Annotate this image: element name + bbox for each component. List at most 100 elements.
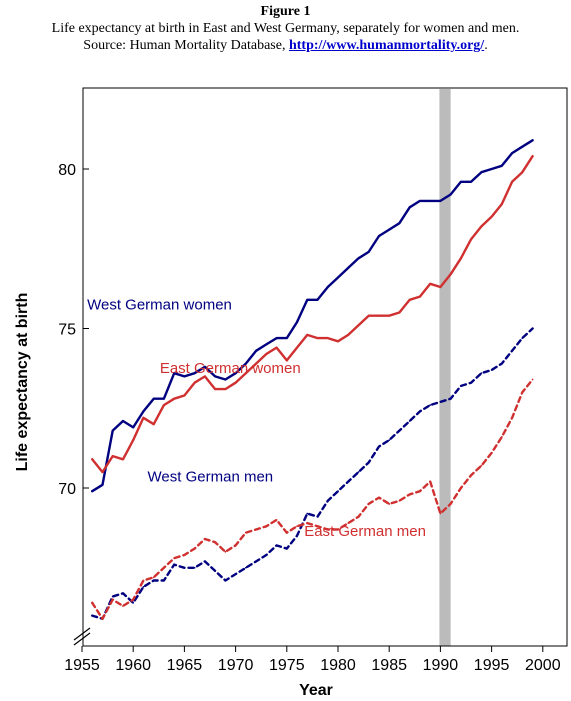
data-point-west-german-men — [193, 566, 196, 569]
x-tick-label: 1975 — [269, 657, 305, 674]
reunification-band — [439, 89, 451, 646]
series-line-west-german-women — [90, 139, 534, 493]
data-point-east-german-men — [183, 554, 186, 556]
data-point-east-german-men — [203, 538, 206, 540]
data-point-west-german-women — [173, 372, 176, 375]
data-point-west-german-women — [101, 483, 104, 486]
data-point-west-german-men — [439, 400, 442, 403]
data-point-east-german-men — [367, 503, 370, 505]
data-point-east-german-men — [511, 416, 513, 419]
data-point-east-german-women — [521, 171, 524, 174]
data-point-east-german-men — [408, 493, 411, 496]
data-point-west-german-women — [470, 180, 473, 183]
data-point-west-german-women — [306, 298, 309, 301]
data-point-west-german-men — [500, 362, 503, 365]
data-point-east-german-women — [111, 455, 114, 457]
data-point-east-german-women — [419, 295, 421, 298]
data-point-west-german-men — [316, 515, 319, 518]
x-tick-label: 1960 — [115, 657, 151, 674]
series-label-east-german-men: East German men — [304, 523, 426, 540]
data-point-east-german-men — [132, 598, 135, 601]
figure-caption: Figure 1 Life expectancy at birth in Eas… — [0, 3, 571, 54]
plot-frame — [82, 87, 568, 647]
data-point-east-german-women — [449, 273, 452, 276]
data-point-east-german-men — [316, 525, 319, 528]
data-point-east-german-men — [419, 490, 421, 493]
data-point-west-german-women — [449, 193, 452, 196]
data-point-west-german-women — [357, 257, 360, 260]
data-point-west-german-women — [142, 410, 145, 413]
data-point-west-german-men — [296, 534, 298, 537]
data-point-west-german-men — [285, 547, 288, 550]
data-point-west-german-men — [367, 461, 370, 464]
data-point-east-german-women — [500, 203, 503, 205]
data-point-west-german-women — [388, 228, 391, 231]
data-point-west-german-women — [480, 171, 483, 174]
data-point-east-german-men — [152, 576, 155, 579]
x-tick-label: 1990 — [423, 657, 459, 674]
data-point-east-german-women — [480, 225, 483, 228]
data-point-east-german-women — [91, 458, 94, 461]
source-link[interactable]: http://www.humanmortality.org/ — [288, 38, 485, 53]
data-point-east-german-women — [275, 346, 278, 349]
data-point-west-german-women — [224, 378, 227, 381]
data-point-east-german-men — [490, 452, 493, 454]
data-point-west-german-women — [111, 429, 114, 432]
data-point-west-german-men — [511, 349, 513, 352]
data-point-east-german-women — [203, 375, 206, 378]
data-point-west-german-men — [378, 445, 380, 448]
data-point-east-german-women — [347, 333, 350, 336]
data-point-east-german-women — [316, 337, 319, 339]
data-point-east-german-men — [388, 503, 391, 505]
data-point-west-german-men — [275, 544, 278, 547]
data-point-east-german-men — [357, 515, 360, 518]
series-line-west-german-men — [90, 327, 534, 620]
data-point-west-german-women — [429, 200, 432, 202]
data-point-west-german-women — [296, 321, 298, 324]
data-point-east-german-men — [347, 522, 350, 524]
figure-description: Life expectancy at birth in East and Wes… — [51, 21, 520, 36]
data-point-west-german-men — [521, 337, 524, 339]
data-point-west-german-men — [408, 420, 411, 422]
axis-break-mark — [73, 632, 91, 646]
data-point-east-german-women — [214, 388, 217, 391]
data-point-west-german-women — [337, 276, 339, 279]
data-point-east-german-men — [521, 391, 524, 394]
data-point-east-german-men — [142, 579, 145, 582]
series-east-german-women — [90, 154, 534, 474]
data-point-east-german-women — [296, 346, 298, 349]
data-point-west-german-women — [152, 397, 155, 400]
data-point-west-german-women — [419, 200, 421, 202]
data-point-east-german-men — [173, 557, 176, 560]
data-point-west-german-men — [234, 573, 237, 576]
data-point-east-german-women — [193, 381, 196, 384]
data-point-east-german-men — [265, 525, 268, 528]
data-point-east-german-men — [111, 598, 114, 601]
data-point-west-german-men — [419, 410, 421, 413]
data-point-east-german-women — [367, 314, 370, 317]
data-point-west-german-women — [193, 372, 196, 375]
data-point-west-german-men — [480, 372, 483, 375]
data-point-west-german-women — [244, 362, 247, 365]
data-point-east-german-women — [490, 215, 493, 218]
data-point-west-german-men — [244, 566, 247, 569]
data-point-west-german-men — [214, 570, 217, 572]
data-point-east-german-men — [429, 480, 432, 483]
data-point-east-german-men — [275, 519, 278, 521]
data-point-west-german-men — [470, 381, 473, 384]
data-point-west-german-men — [429, 404, 432, 406]
data-point-west-german-women — [490, 168, 493, 170]
data-point-west-german-men — [347, 480, 350, 483]
data-point-east-german-men — [398, 499, 401, 502]
data-point-west-german-men — [388, 439, 391, 442]
data-point-west-german-women — [255, 349, 257, 352]
y-tick-label: 70 — [58, 481, 76, 498]
data-point-east-german-women — [142, 416, 145, 419]
data-point-west-german-women — [285, 337, 288, 339]
source-prefix: Source: Human Mortality Database, — [83, 38, 289, 53]
data-point-west-german-men — [265, 554, 268, 556]
data-point-west-german-women — [132, 426, 135, 429]
data-point-east-german-men — [378, 496, 380, 499]
data-point-east-german-men — [234, 544, 237, 547]
data-point-east-german-men — [470, 474, 473, 477]
